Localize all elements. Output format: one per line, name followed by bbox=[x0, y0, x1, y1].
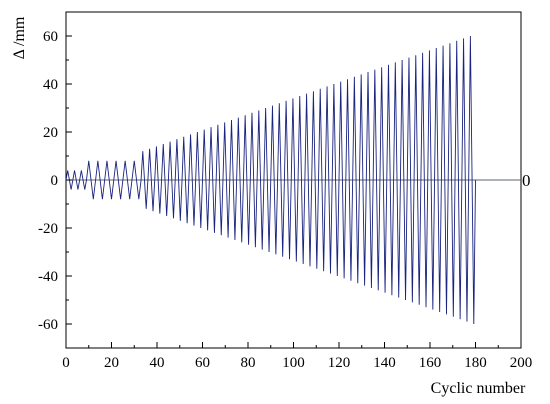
y-tick-label: 20 bbox=[43, 125, 58, 141]
x-tick-label: 40 bbox=[150, 355, 165, 371]
y-axis-label: Δ /mm bbox=[11, 16, 28, 59]
y-tick-label: -20 bbox=[38, 221, 58, 237]
y-tick-label: 40 bbox=[43, 77, 58, 93]
x-axis-label: Cyclic number bbox=[431, 380, 526, 397]
x-tick-label: 0 bbox=[62, 355, 70, 371]
x-tick-label: 120 bbox=[328, 355, 351, 371]
series-line-0 bbox=[65, 35, 476, 325]
y-tick-label: -40 bbox=[38, 269, 58, 285]
y-tick-label: -60 bbox=[38, 317, 58, 333]
x-tick-label: 200 bbox=[510, 355, 533, 371]
y-tick-label: 60 bbox=[43, 29, 58, 45]
x-tick-label: 140 bbox=[373, 355, 396, 371]
x-tick-label: 180 bbox=[464, 355, 487, 371]
y-axis-ticks: -60 -40 -20 0 20 40 60 bbox=[38, 11, 72, 349]
x-tick-label: 100 bbox=[282, 355, 305, 371]
x-tick-label: 60 bbox=[195, 355, 210, 371]
x-tick-label: 80 bbox=[241, 355, 256, 371]
x-axis-ticks: 0 20 40 60 80 100 120 140 160 180 200 bbox=[62, 342, 532, 371]
x-tick-label: 160 bbox=[419, 355, 442, 371]
series-group bbox=[65, 35, 476, 325]
zero-line-label: 0 bbox=[522, 171, 531, 190]
x-tick-label: 20 bbox=[104, 355, 119, 371]
y-tick-label: 0 bbox=[51, 173, 59, 189]
